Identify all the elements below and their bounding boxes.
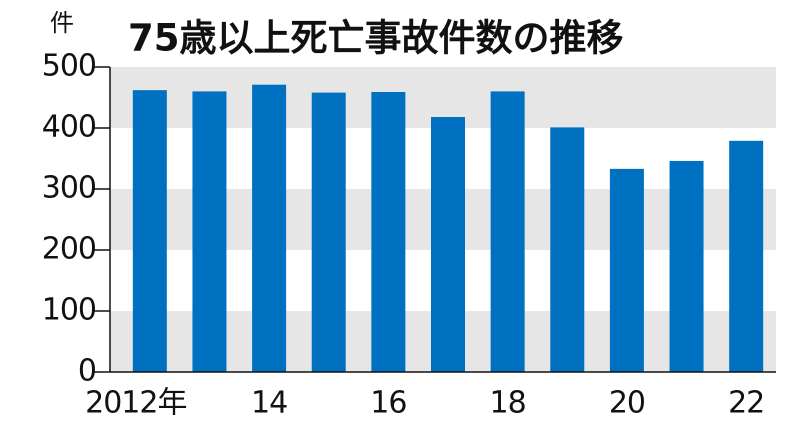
x-tick-label: 16 — [370, 386, 406, 421]
chart-title: 75歳以上死亡事故件数の推移 — [128, 17, 624, 60]
bar — [729, 140, 764, 372]
y-tick-label: 100 — [42, 293, 96, 328]
y-axis-label: 件 — [50, 9, 74, 37]
bar — [252, 84, 287, 372]
bar — [132, 90, 167, 373]
bar — [609, 168, 644, 372]
x-tick-label: 22 — [728, 386, 764, 421]
bar — [192, 91, 227, 373]
bar — [490, 91, 525, 373]
bar — [431, 117, 465, 373]
bar — [550, 127, 585, 372]
y-tick-label: 400 — [42, 110, 96, 145]
x-tick-label: 14 — [251, 386, 287, 421]
x-tick-label: 18 — [490, 386, 526, 421]
bar — [371, 92, 406, 372]
bar — [669, 160, 704, 372]
y-tick-label: 300 — [42, 171, 96, 206]
y-tick-label: 0 — [78, 354, 96, 389]
bar — [311, 92, 346, 373]
y-tick-label: 500 — [42, 49, 96, 84]
y-tick-label: 200 — [42, 232, 96, 267]
x-tick-label: 20 — [609, 386, 645, 421]
x-tick-label: 2012年 — [85, 386, 186, 421]
